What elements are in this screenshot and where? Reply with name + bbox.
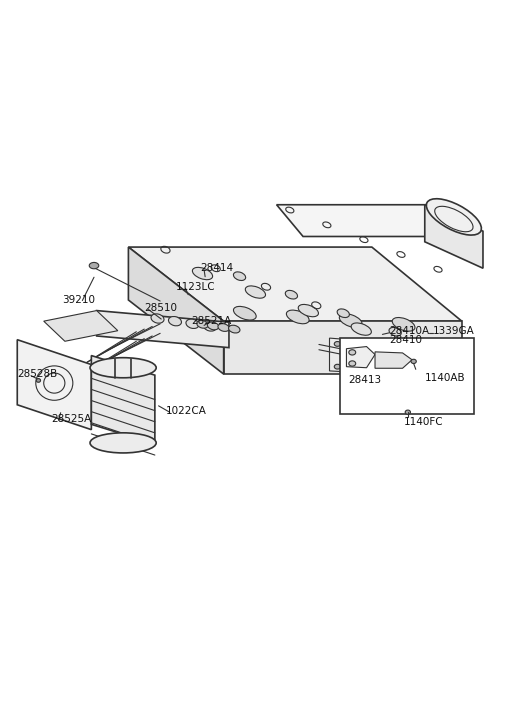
Ellipse shape	[286, 310, 309, 324]
Polygon shape	[223, 321, 462, 374]
Text: 28510: 28510	[144, 303, 177, 313]
Ellipse shape	[426, 198, 481, 235]
Polygon shape	[377, 349, 429, 371]
Text: 1140AB: 1140AB	[425, 374, 466, 383]
Ellipse shape	[234, 306, 256, 320]
Ellipse shape	[229, 325, 240, 333]
Ellipse shape	[197, 321, 208, 328]
Ellipse shape	[89, 262, 99, 269]
Ellipse shape	[334, 364, 340, 369]
Text: 28414: 28414	[200, 263, 233, 273]
Ellipse shape	[36, 379, 40, 382]
Polygon shape	[128, 247, 223, 374]
Ellipse shape	[193, 268, 213, 280]
Polygon shape	[17, 340, 92, 430]
Ellipse shape	[411, 359, 417, 364]
Text: 28410A: 28410A	[389, 326, 429, 336]
Ellipse shape	[90, 358, 156, 378]
Ellipse shape	[389, 327, 401, 336]
Text: 1339GA: 1339GA	[433, 326, 475, 336]
Text: 28413: 28413	[348, 375, 381, 385]
Ellipse shape	[186, 319, 199, 329]
Text: 1140FC: 1140FC	[404, 417, 443, 427]
Ellipse shape	[392, 318, 415, 332]
Ellipse shape	[351, 323, 371, 335]
Ellipse shape	[234, 272, 246, 281]
Polygon shape	[97, 310, 229, 348]
Text: 1022CA: 1022CA	[165, 406, 206, 416]
Polygon shape	[128, 247, 462, 321]
Ellipse shape	[339, 314, 362, 327]
Ellipse shape	[285, 290, 297, 299]
Text: 1123LC: 1123LC	[176, 282, 215, 292]
Ellipse shape	[203, 322, 217, 331]
Ellipse shape	[349, 361, 356, 366]
Polygon shape	[277, 205, 462, 236]
Text: 28521A: 28521A	[191, 316, 231, 326]
Ellipse shape	[369, 354, 375, 358]
Ellipse shape	[405, 410, 411, 414]
Ellipse shape	[349, 350, 356, 355]
Polygon shape	[92, 356, 155, 444]
Ellipse shape	[90, 433, 156, 453]
Text: 28410: 28410	[389, 335, 422, 345]
Ellipse shape	[218, 324, 229, 332]
Ellipse shape	[298, 305, 319, 317]
Polygon shape	[425, 205, 483, 268]
Polygon shape	[435, 205, 462, 247]
Ellipse shape	[334, 342, 340, 346]
Ellipse shape	[245, 286, 265, 298]
Polygon shape	[375, 352, 412, 369]
Text: 28525A: 28525A	[52, 414, 92, 424]
Ellipse shape	[337, 309, 350, 318]
Polygon shape	[346, 347, 375, 368]
Text: 28528B: 28528B	[17, 369, 57, 379]
Text: 39210: 39210	[62, 295, 95, 305]
Ellipse shape	[207, 322, 219, 330]
Polygon shape	[329, 338, 377, 373]
Ellipse shape	[169, 316, 181, 326]
Bar	[340, 338, 474, 414]
Polygon shape	[44, 310, 118, 341]
Ellipse shape	[151, 314, 164, 324]
